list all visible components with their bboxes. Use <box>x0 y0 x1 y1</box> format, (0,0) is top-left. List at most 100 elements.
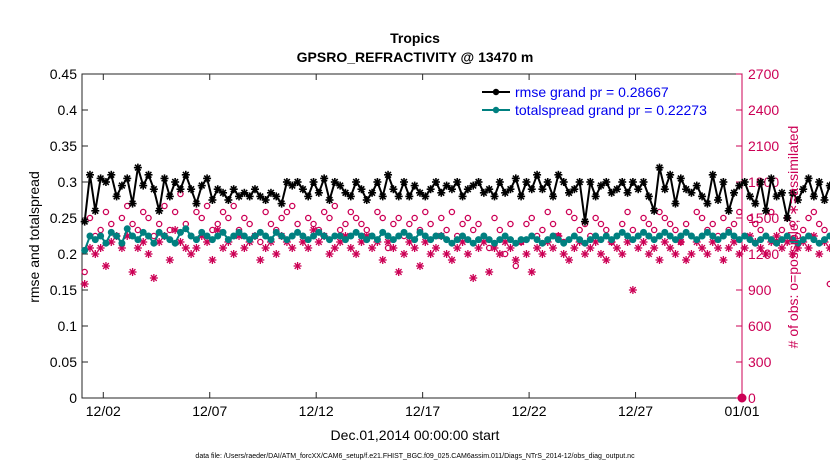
obs-assimilated-marker <box>426 250 435 258</box>
spread-point <box>214 232 222 240</box>
y-tick-label-right: 300 <box>748 354 772 370</box>
obs-assimilated-marker <box>687 250 696 258</box>
rmse-point <box>282 178 291 186</box>
spread-point <box>187 232 195 240</box>
spread-point <box>304 236 312 244</box>
obs-assimilated-marker <box>724 244 733 252</box>
obs-assimilated-marker <box>288 244 297 252</box>
rmse-point <box>793 196 802 204</box>
rmse-point <box>527 185 536 194</box>
obs-assimilated-marker <box>149 274 158 282</box>
obs-possible-marker <box>448 208 456 216</box>
rmse-point <box>384 170 393 179</box>
obs-assimilated-marker <box>666 244 675 252</box>
obs-assimilated-marker <box>410 244 419 252</box>
rmse-point <box>612 185 621 194</box>
rmse-point <box>240 188 249 197</box>
rmse-point <box>415 188 424 197</box>
rmse-point <box>602 178 611 186</box>
obs-assimilated-marker <box>208 256 217 264</box>
obs-possible-marker <box>597 220 605 228</box>
spread-point <box>613 232 621 240</box>
rmse-point <box>799 185 808 194</box>
obs-assimilated-marker <box>96 244 105 252</box>
rmse-point <box>426 185 435 194</box>
rmse-point <box>751 199 760 208</box>
rmse-point <box>149 185 158 194</box>
obs-possible-marker <box>757 226 764 234</box>
spread-point <box>703 228 711 236</box>
spread-point <box>491 239 498 247</box>
obs-assimilated-marker <box>628 286 637 294</box>
spread-point <box>528 232 536 240</box>
x-tick-label: 12/27 <box>618 403 653 419</box>
obs-assimilated-marker <box>415 262 424 270</box>
spread-point <box>176 228 184 236</box>
obs-possible-marker <box>395 214 402 222</box>
obs-possible-marker <box>145 214 152 222</box>
obs-possible-marker <box>288 202 296 210</box>
rmse-point <box>511 174 520 183</box>
spread-point <box>719 232 727 240</box>
obs-possible-marker <box>618 220 626 228</box>
rmse-point <box>623 188 632 197</box>
spread-point <box>262 232 270 240</box>
obs-assimilated-marker <box>804 244 813 252</box>
obs-possible-marker <box>672 226 679 234</box>
rmse-point <box>559 178 568 186</box>
obs-possible-marker <box>118 214 126 222</box>
rmse-point <box>724 206 733 215</box>
obs-assimilated-marker <box>618 250 627 258</box>
obs-possible-marker <box>193 208 200 216</box>
obs-assimilated-marker <box>650 244 659 252</box>
obs-possible-marker <box>358 220 365 228</box>
rmse-point <box>740 178 749 186</box>
spread-point <box>544 236 552 244</box>
spread-point <box>576 236 584 244</box>
obs-assimilated-marker <box>101 262 110 270</box>
obs-assimilated-marker <box>192 244 201 252</box>
rmse-point <box>80 217 89 226</box>
rmse-point <box>730 188 739 197</box>
rmse-point <box>128 199 137 208</box>
y-tick-label-left: 0.1 <box>58 318 78 334</box>
rmse-point <box>336 181 345 190</box>
obs-assimilated-marker <box>469 274 478 282</box>
spread-point <box>522 236 530 244</box>
obs-possible-marker <box>379 214 386 222</box>
obs-assimilated-marker <box>325 250 334 258</box>
spread-point <box>363 236 371 244</box>
footer-file-path: data file: /Users/raeder/DAI/ATM_forcXX/… <box>195 453 635 460</box>
obs-possible-marker <box>257 238 264 246</box>
obs-assimilated-marker <box>485 268 494 276</box>
spread-point <box>501 232 509 240</box>
spread-point <box>107 228 115 236</box>
spread-point <box>235 228 243 236</box>
rmse-point <box>219 188 228 197</box>
obs-possible-marker <box>645 220 653 228</box>
spread-point <box>368 232 376 240</box>
spread-point <box>496 236 504 244</box>
obs-possible-marker <box>815 220 823 228</box>
obs-possible-marker <box>592 214 599 222</box>
rmse-point <box>607 188 616 197</box>
rmse-point <box>123 174 132 183</box>
obs-assimilated-marker <box>463 250 472 258</box>
spread-point <box>682 228 690 236</box>
rmse-point <box>229 185 238 194</box>
obs-possible-marker <box>640 214 647 222</box>
obs-possible-marker <box>155 220 163 228</box>
rmse-point <box>506 185 515 194</box>
obs-possible-marker <box>347 208 355 216</box>
spread-point <box>326 236 333 244</box>
obs-assimilated-marker <box>714 244 723 252</box>
rmse-point <box>224 196 233 204</box>
spread-point <box>400 228 408 236</box>
obs-possible-marker <box>805 214 812 222</box>
x-tick-label: 12/22 <box>512 403 547 419</box>
obs-assimilated-marker <box>761 250 770 258</box>
spread-point <box>554 236 562 244</box>
rmse-point <box>554 170 563 179</box>
spread-point <box>240 232 248 240</box>
obs-possible-marker <box>438 214 445 222</box>
